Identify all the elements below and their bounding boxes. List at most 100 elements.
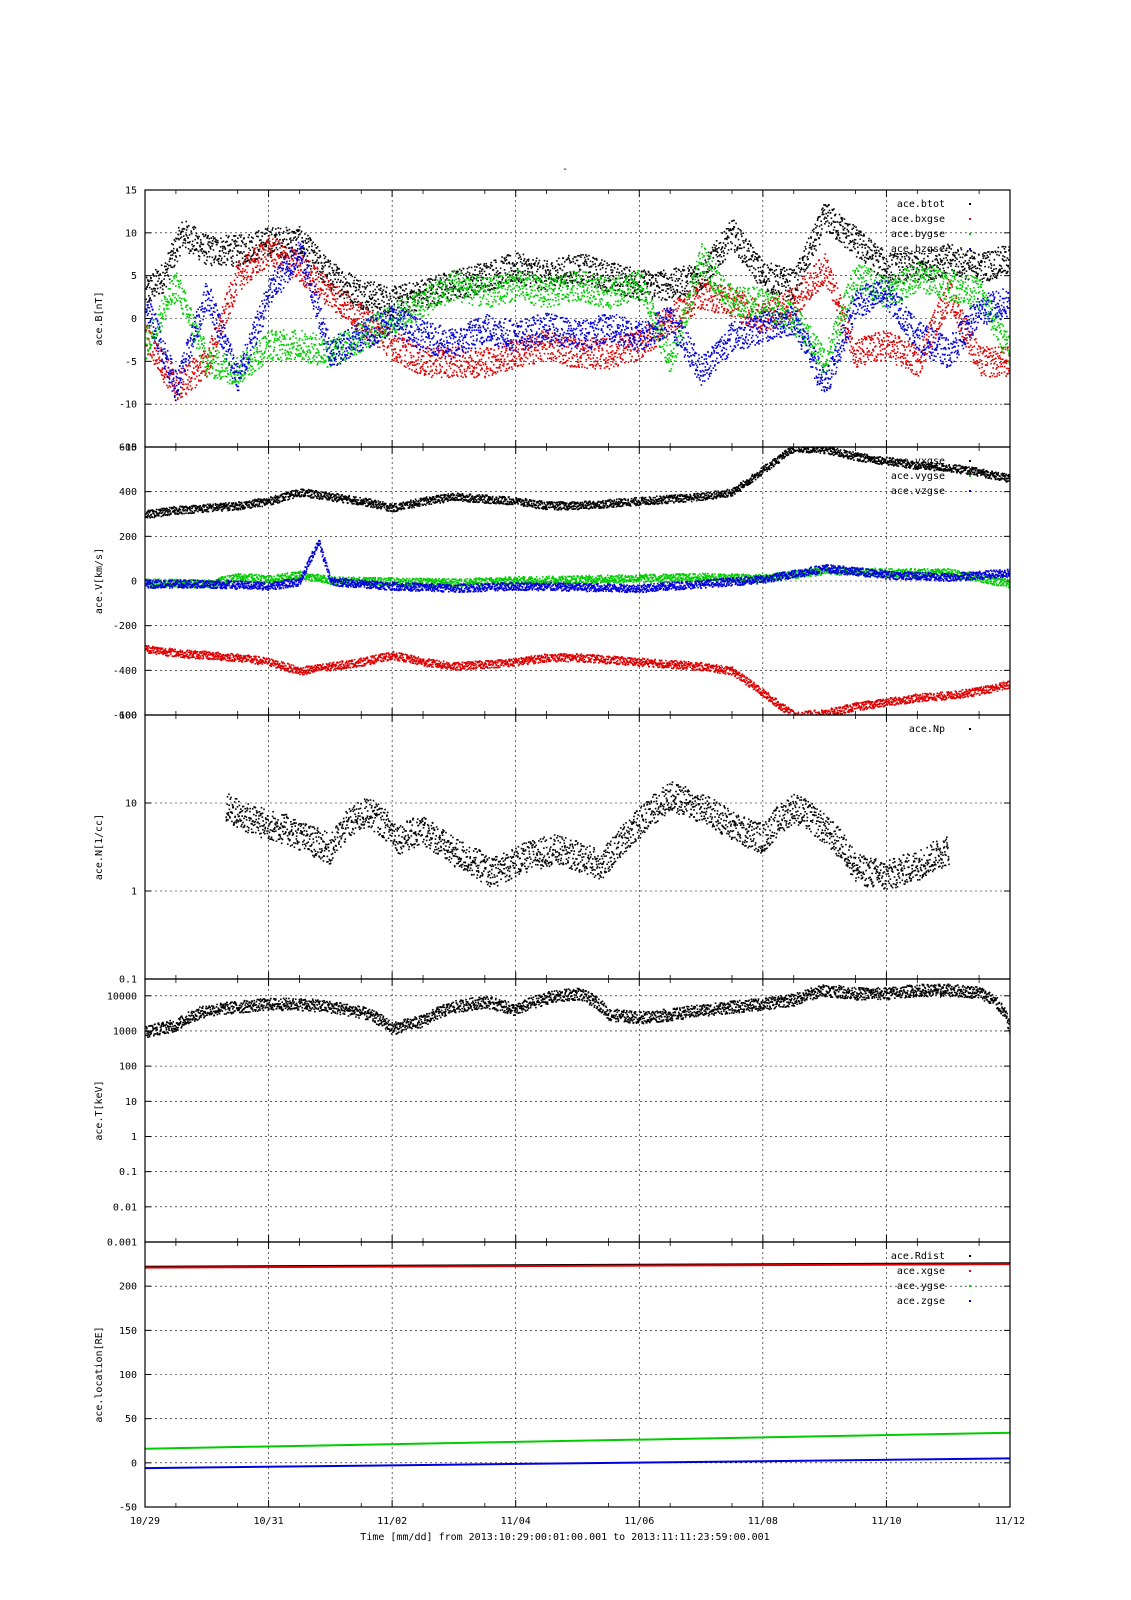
data-point <box>977 261 980 263</box>
data-point <box>978 268 981 270</box>
data-point <box>312 277 314 280</box>
data-point <box>473 376 475 378</box>
data-point <box>535 281 537 283</box>
data-point <box>331 269 334 272</box>
data-point <box>457 348 459 351</box>
data-point <box>176 248 178 250</box>
data-point <box>985 273 988 275</box>
y-tick-label: 0 <box>131 314 137 325</box>
data-point <box>560 353 562 355</box>
data-point <box>312 261 314 264</box>
data-point <box>237 244 240 247</box>
data-point <box>819 233 822 236</box>
data-point <box>877 260 880 263</box>
data-point <box>553 340 556 343</box>
data-point <box>895 255 898 258</box>
data-point <box>414 364 416 366</box>
data-point <box>944 272 946 274</box>
data-point <box>612 358 615 361</box>
data-point <box>351 321 353 324</box>
data-point <box>894 275 897 277</box>
data-point <box>626 346 629 348</box>
data-point <box>396 291 398 294</box>
data-point <box>754 268 757 271</box>
data-point <box>500 358 503 361</box>
data-point <box>772 286 775 289</box>
data-point <box>211 240 214 242</box>
data-point <box>169 258 171 261</box>
data-point <box>948 245 951 248</box>
data-point <box>505 367 508 370</box>
data-point <box>445 369 448 371</box>
data-point <box>674 293 677 295</box>
data-point <box>590 265 593 268</box>
data-point <box>588 266 591 268</box>
data-point <box>580 354 583 357</box>
data-point <box>575 256 577 258</box>
data-point <box>911 259 914 261</box>
data-point <box>163 282 165 285</box>
data-point <box>542 342 544 344</box>
data-point <box>407 365 409 367</box>
data-point <box>642 270 645 273</box>
data-point <box>476 354 479 357</box>
data-point <box>415 344 418 347</box>
data-point <box>403 337 405 340</box>
data-point <box>210 335 213 337</box>
data-point <box>842 232 844 234</box>
data-point <box>832 232 834 234</box>
data-point <box>498 365 501 368</box>
data-point <box>179 392 182 395</box>
data-point <box>694 287 697 289</box>
data-point <box>667 292 669 295</box>
data-point <box>837 233 840 236</box>
data-point <box>440 300 443 303</box>
data-point <box>646 285 649 288</box>
data-point <box>526 265 528 267</box>
data-point <box>601 353 604 356</box>
data-point <box>151 356 153 359</box>
data-point <box>414 285 417 287</box>
data-point <box>505 259 508 261</box>
data-point <box>155 359 157 362</box>
data-point <box>486 266 489 269</box>
data-point <box>180 371 183 373</box>
data-point <box>946 259 949 261</box>
data-point <box>711 266 713 268</box>
data-point <box>603 359 605 361</box>
data-point <box>755 275 757 278</box>
data-point <box>212 339 214 342</box>
data-point <box>756 281 759 284</box>
data-point <box>768 280 771 282</box>
data-point <box>458 289 461 292</box>
data-point <box>210 242 213 245</box>
data-point <box>444 279 447 281</box>
data-point <box>617 364 620 366</box>
data-point <box>388 303 391 305</box>
data-point <box>200 356 203 358</box>
data-point <box>269 254 272 257</box>
data-point <box>555 270 557 272</box>
data-point <box>296 260 298 262</box>
data-point <box>777 283 779 285</box>
data-point <box>416 283 419 286</box>
data-point <box>950 259 953 262</box>
data-point <box>960 263 962 265</box>
data-point <box>165 285 168 288</box>
data-point <box>532 361 535 363</box>
data-point <box>853 225 856 228</box>
data-point <box>301 237 303 239</box>
data-point <box>241 240 243 243</box>
data-point <box>324 264 326 267</box>
data-point <box>215 341 217 344</box>
data-point <box>776 275 779 277</box>
data-point <box>761 271 763 274</box>
data-point <box>397 312 400 315</box>
data-point <box>425 373 427 376</box>
data-point <box>339 281 342 283</box>
data-point <box>730 248 733 251</box>
data-point <box>461 272 463 274</box>
data-point <box>448 282 451 285</box>
data-point <box>553 347 555 349</box>
data-point <box>641 290 644 292</box>
